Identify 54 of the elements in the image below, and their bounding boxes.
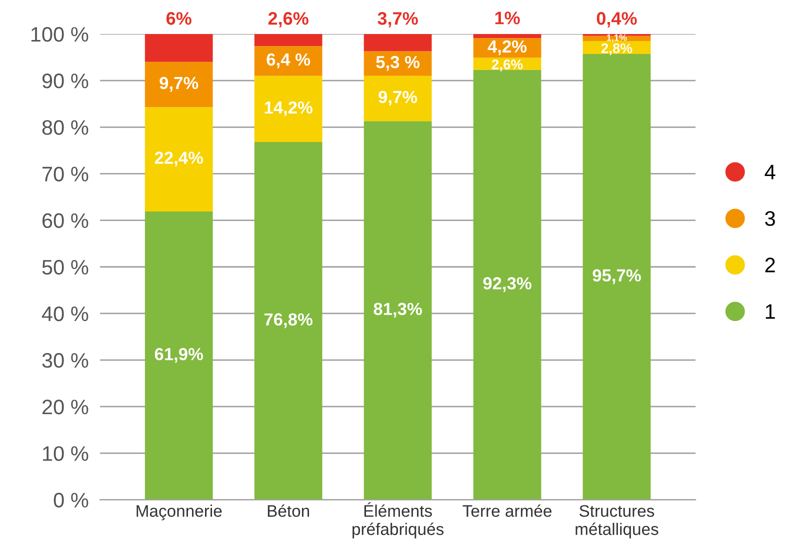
y-tick-label: 50 % xyxy=(42,260,88,275)
data-label: 9,7% xyxy=(378,90,418,106)
data-label: 22,4% xyxy=(154,152,204,166)
x-tick-label: Béton xyxy=(268,504,310,517)
bar xyxy=(364,76,432,122)
x-tick-label: Maçonnerie xyxy=(136,504,222,520)
y-tick-label: 30 % xyxy=(42,353,88,368)
data-label: 5,3 % xyxy=(376,56,420,71)
data-label: 2,6% xyxy=(492,59,523,72)
bar xyxy=(254,34,322,46)
y-tick-label: 90 % xyxy=(42,74,88,88)
data-label: 3,7% xyxy=(378,12,418,28)
data-label: 6,4 % xyxy=(266,53,310,68)
bar xyxy=(144,211,213,500)
bar xyxy=(473,34,542,38)
bar xyxy=(144,34,213,62)
bar xyxy=(254,142,322,500)
x-tick-label: Terre armée xyxy=(462,504,552,517)
legend-label: 3 xyxy=(765,211,775,226)
data-label: 6% xyxy=(166,12,192,25)
y-tick-label: 0 % xyxy=(54,492,88,508)
bar xyxy=(364,121,432,500)
data-label: 2,8% xyxy=(601,43,632,56)
bar xyxy=(582,54,651,500)
bar xyxy=(364,34,432,52)
data-label: 9,7% xyxy=(160,76,198,92)
data-label: 95,7% xyxy=(592,269,641,284)
bar xyxy=(254,46,322,76)
data-label: 2,6% xyxy=(268,12,308,28)
data-label: 4,2% xyxy=(488,40,527,56)
y-tick-label: 10 % xyxy=(43,446,88,461)
bar xyxy=(254,76,322,142)
y-tick-label: 70 % xyxy=(42,166,88,182)
x-tick-label: Éléments préfabriqués xyxy=(352,502,444,538)
data-label: 14,2% xyxy=(264,101,312,116)
data-label: 81,3% xyxy=(374,302,422,318)
data-label: 92,3% xyxy=(483,277,532,292)
x-tick-label: Structures métalliques xyxy=(576,505,658,538)
legend-label: 4 xyxy=(764,164,776,180)
bar xyxy=(144,107,213,212)
legend-label: 1 xyxy=(766,304,775,319)
bar xyxy=(473,70,542,500)
legend-label: 2 xyxy=(765,258,775,272)
y-tick-label: 40 % xyxy=(42,306,88,322)
y-tick-label: 60 % xyxy=(42,213,88,228)
y-tick-label: 80 % xyxy=(42,120,88,135)
data-label: 1% xyxy=(495,12,520,24)
data-label: 1,1% xyxy=(607,34,627,42)
data-label: 0,4% xyxy=(596,12,637,28)
data-label: 61,9% xyxy=(154,348,204,363)
bar xyxy=(144,62,213,108)
y-tick-label: 100 % xyxy=(31,26,88,42)
data-label: 76,8% xyxy=(264,313,312,328)
y-tick-label: 20 % xyxy=(42,400,88,414)
